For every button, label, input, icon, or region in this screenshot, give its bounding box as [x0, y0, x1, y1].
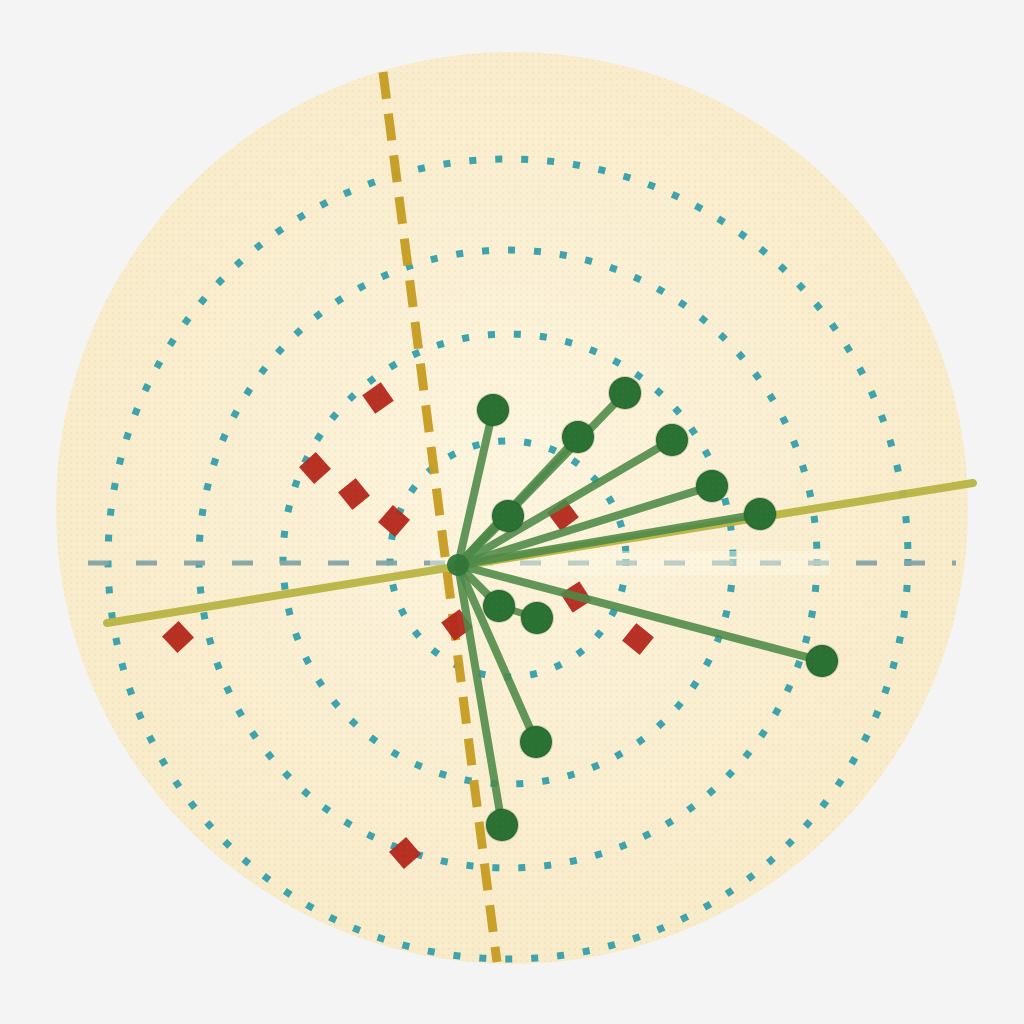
green-point-marker [695, 469, 729, 503]
green-point-marker [520, 601, 554, 635]
green-point-marker [491, 499, 525, 533]
green-point-marker [743, 497, 777, 531]
green-ray-line [454, 436, 676, 569]
green-ray-line [454, 561, 540, 746]
green-point-marker [476, 393, 510, 427]
green-point-marker [608, 376, 642, 410]
green-ray-line [454, 561, 826, 665]
red-diamond-marker [162, 621, 194, 653]
polar-grid-circle [195, 246, 821, 872]
polar-grid-circle [279, 330, 737, 788]
polar-grid-circle [104, 155, 912, 963]
red-diamond-marker [389, 837, 421, 869]
green-point-marker [482, 589, 516, 623]
red-diamond-marker [362, 382, 394, 414]
origin-hub-dot [447, 554, 469, 576]
green-point-marker [805, 644, 839, 678]
green-point-marker [485, 808, 519, 842]
tilted-axis-dashed-line [378, 71, 502, 963]
green-ray-line [454, 406, 497, 569]
green-point-marker [655, 423, 689, 457]
red-diamond-marker [299, 452, 331, 484]
red-diamond-marker [378, 505, 410, 537]
green-ray-line [454, 482, 716, 569]
green-ray-line [454, 561, 506, 829]
green-point-marker [561, 420, 595, 454]
red-diamond-marker [622, 623, 654, 655]
green-ray-line [454, 510, 764, 569]
red-diamond-marker [338, 478, 370, 510]
green-point-marker [519, 725, 553, 759]
